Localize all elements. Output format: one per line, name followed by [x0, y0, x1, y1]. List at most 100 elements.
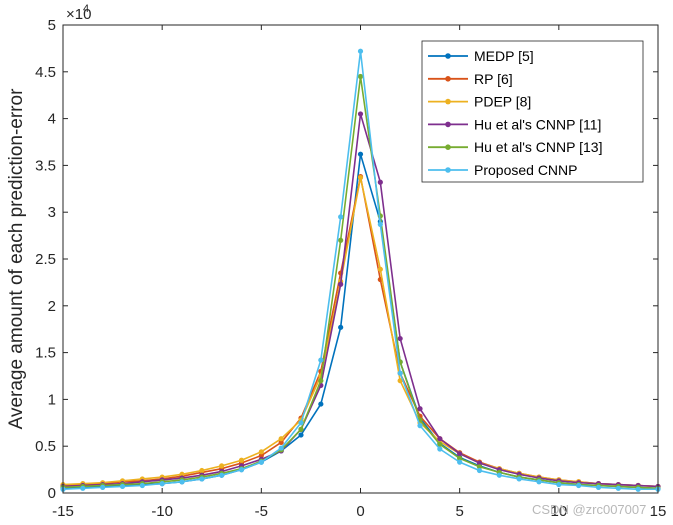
y-tick-label: 4.5 — [35, 64, 56, 81]
data-point — [338, 237, 344, 243]
y-tick-label: 2.5 — [35, 251, 56, 268]
legend-swatch-marker — [445, 53, 451, 59]
data-point — [219, 463, 225, 469]
y-scale-exponent: 4 — [83, 3, 89, 15]
data-point — [576, 482, 582, 489]
data-point — [199, 467, 205, 474]
data-point — [179, 471, 185, 477]
legend-item: Hu et al's CNNP [11] — [428, 116, 601, 132]
legend-label: Hu et al's CNNP [13] — [474, 139, 602, 155]
data-point — [357, 48, 364, 54]
x-tick-label: 15 — [650, 503, 667, 520]
legend-swatch-marker — [445, 98, 451, 105]
legend-swatch-marker — [445, 76, 451, 82]
x-tick-label: -15 — [52, 503, 74, 520]
data-point — [119, 483, 126, 490]
data-point — [496, 472, 502, 478]
data-point — [377, 179, 383, 185]
legend-item: RP [6] — [428, 71, 513, 87]
data-point — [457, 455, 463, 461]
x-tick-label: 0 — [356, 503, 364, 520]
y-tick-label: 1.5 — [35, 345, 56, 362]
data-point — [556, 481, 562, 488]
y-tick-label: 5 — [48, 17, 56, 34]
data-point — [179, 479, 185, 485]
data-point — [338, 281, 344, 287]
x-tick-label: 5 — [455, 503, 463, 520]
legend-swatch-marker — [445, 144, 451, 150]
y-tick-label: 4 — [48, 111, 56, 128]
legend-box — [421, 40, 644, 183]
data-point — [476, 467, 483, 474]
x-tick-label: -5 — [255, 503, 268, 520]
data-point — [417, 423, 423, 429]
data-point — [278, 436, 284, 442]
data-point — [397, 370, 403, 376]
data-point — [219, 472, 225, 478]
data-point — [258, 459, 264, 465]
data-point — [298, 426, 304, 432]
legend-label: Proposed CNNP — [474, 162, 578, 178]
data-point — [357, 174, 364, 181]
data-point — [437, 446, 443, 452]
data-point — [377, 221, 383, 227]
data-point — [159, 481, 165, 487]
data-point — [516, 476, 522, 482]
legend-label: PDEP [8] — [474, 94, 531, 110]
y-tick-label: 1 — [48, 391, 56, 408]
data-point — [318, 357, 324, 363]
data-point — [437, 436, 443, 442]
data-point — [397, 378, 403, 384]
data-point — [278, 445, 284, 451]
data-point — [338, 324, 344, 330]
data-point — [635, 486, 641, 492]
data-point — [397, 335, 403, 342]
data-point — [437, 441, 443, 447]
data-point — [278, 439, 284, 446]
x-tick-label: 10 — [550, 503, 567, 520]
data-point — [615, 485, 621, 491]
watermark: CSDN @zrc007007 — [532, 502, 646, 517]
data-point — [238, 457, 245, 463]
tick-layer: -15 -10 -5 0 5 10 15 0 0.5 1 1.5 2 2.5 3 3.5 4 4.5 5 — [35, 17, 666, 520]
y-tick-label: 0 — [48, 485, 56, 502]
data-point — [238, 467, 245, 473]
y-axis-title: Average amount of each prediction-error — [6, 88, 27, 429]
data-point — [139, 482, 145, 489]
data-point — [357, 73, 364, 80]
data-point — [595, 484, 602, 490]
data-point — [417, 406, 423, 412]
data-point — [80, 485, 86, 491]
data-point — [258, 449, 264, 455]
data-point — [199, 476, 205, 482]
legend-item: Proposed CNNP — [428, 162, 578, 178]
data-point — [536, 479, 542, 485]
legend-label: MEDP [5] — [474, 48, 534, 64]
legend-item: MEDP [5] — [428, 48, 534, 64]
data-point — [338, 214, 344, 220]
data-point — [100, 484, 106, 490]
data-point — [318, 401, 324, 407]
data-point — [298, 432, 304, 438]
y-tick-label: 0.5 — [35, 438, 56, 455]
x-tick-label: -10 — [151, 503, 173, 520]
legend-swatch-marker — [445, 167, 451, 173]
data-point — [357, 151, 364, 157]
data-point — [457, 459, 463, 465]
y-tick-label: 3.5 — [35, 157, 56, 174]
series-6 — [60, 48, 661, 492]
legend-item: Hu et al's CNNP [13] — [428, 139, 602, 155]
legend-swatch-marker — [445, 121, 451, 128]
series-layer — [60, 48, 661, 492]
data-point — [298, 420, 304, 426]
legend-label: RP [6] — [474, 71, 513, 87]
data-point — [357, 111, 364, 117]
data-point — [318, 378, 324, 384]
data-point — [258, 452, 264, 459]
data-point — [457, 451, 463, 457]
legend-label: Hu et al's CNNP [11] — [474, 116, 601, 132]
y-tick-label: 3 — [48, 204, 56, 221]
data-point — [476, 464, 483, 470]
legend: MEDP [5] RP [6] PDEP [8] Hu et al's CNNP [1… — [421, 40, 644, 183]
